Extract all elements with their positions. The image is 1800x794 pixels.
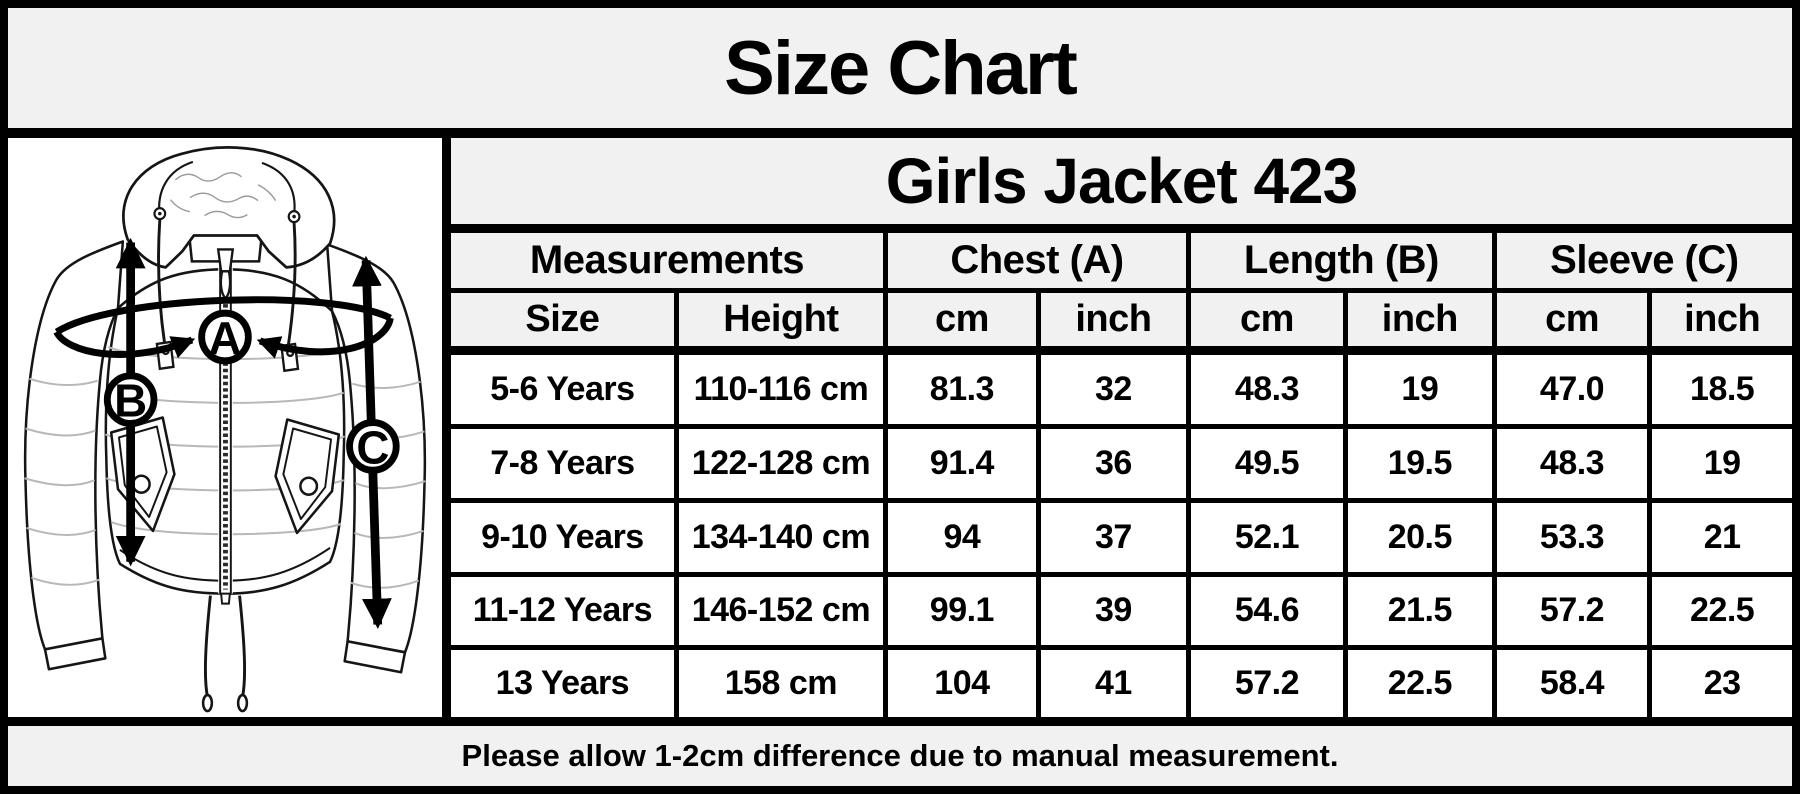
cell-chest-cm: 91.4 [882,424,1041,503]
cell-chest-cm: 81.3 [882,347,1041,430]
cell-height: 146-152 cm [673,571,888,651]
main-area: A B C Girls Jacket 423 [8,138,1792,717]
product-title: Girls Jacket 423 [451,138,1792,233]
cell-sleeve-cm: 58.4 [1491,645,1653,717]
cell-size: 13 Years [451,645,679,717]
arrow-chest-a-left [53,330,196,359]
arrow-chest-a-right [256,317,394,359]
table-row: 11-12 Years 146-152 cm 99.1 39 54.6 21.5… [451,571,1792,651]
cell-sleeve-cm: 48.3 [1491,424,1653,503]
cell-sleeve-cm: 47.0 [1491,347,1653,430]
cell-sleeve-inch: 21 [1647,497,1792,577]
cell-size: 9-10 Years [451,497,679,577]
hood-texture [169,172,277,219]
cell-length-inch: 21.5 [1342,571,1497,651]
measure-label-b: B [114,374,147,427]
chart-title: Size Chart [724,25,1078,111]
measure-label-c: C [356,421,389,474]
cell-chest-cm: 94 [882,497,1041,577]
measurement-note-bar: Please allow 1-2cm difference due to man… [8,717,1792,786]
col-length-cm: cm [1186,287,1348,355]
cell-sleeve-inch: 23 [1647,645,1792,717]
header-chest: Chest (A) [882,225,1192,293]
cell-length-cm: 49.5 [1186,424,1348,503]
jacket-diagram: A B C [23,146,427,713]
cell-chest-cm: 99.1 [882,571,1041,651]
cell-length-cm: 57.2 [1186,645,1348,717]
col-sleeve-cm: cm [1491,287,1653,355]
cell-sleeve-cm: 57.2 [1491,571,1653,651]
measure-badge-c [346,419,400,474]
cell-length-cm: 54.6 [1186,571,1348,651]
col-sleeve-inch: inch [1647,287,1792,355]
cell-height: 158 cm [673,645,888,717]
jacket-hood [122,146,336,269]
cell-length-inch: 19.5 [1342,424,1497,503]
hem-drawcords [201,595,249,713]
cell-height: 122-128 cm [673,424,888,503]
jacket-illustration-cell: A B C [8,138,451,717]
cell-chest-cm: 104 [882,645,1041,717]
arrow-chest-a-back [54,296,392,335]
measurement-note: Please allow 1-2cm difference due to man… [461,738,1339,773]
cell-chest-inch: 39 [1035,571,1192,651]
cell-size: 11-12 Years [451,571,679,651]
measure-badge-a [198,309,252,365]
size-table: Girls Jacket 423 Measurements Chest (A) … [451,138,1792,717]
cell-height: 134-140 cm [673,497,888,577]
cell-chest-inch: 37 [1035,497,1192,577]
header-length: Length (B) [1186,225,1497,293]
cell-length-cm: 52.1 [1186,497,1348,577]
measure-badges: A B C [103,309,400,474]
table-row: 13 Years 158 cm 104 41 57.2 22.5 58.4 23 [451,645,1792,717]
col-length-inch: inch [1342,287,1497,355]
header-measurements: Measurements [451,225,888,293]
cell-sleeve-inch: 19 [1647,424,1792,503]
cell-length-inch: 19 [1342,347,1497,430]
cell-height: 110-116 cm [673,347,888,430]
cell-length-cm: 48.3 [1186,347,1348,430]
table-row: 7-8 Years 122-128 cm 91.4 36 49.5 19.5 4… [451,424,1792,503]
measure-badge-b [103,372,158,428]
col-chest-inch: inch [1035,287,1192,355]
cell-size: 7-8 Years [451,424,679,503]
cell-sleeve-inch: 22.5 [1647,571,1792,651]
cell-length-inch: 20.5 [1342,497,1497,577]
cell-chest-inch: 36 [1035,424,1192,503]
chart-title-banner: Size Chart [8,8,1792,138]
size-table-area: Girls Jacket 423 Measurements Chest (A) … [451,138,1792,717]
table-row: 9-10 Years 134-140 cm 94 37 52.1 20.5 53… [451,497,1792,577]
col-size: Size [451,287,679,355]
cell-chest-inch: 32 [1035,347,1192,430]
cell-sleeve-inch: 18.5 [1647,347,1792,430]
header-sleeve: Sleeve (C) [1491,225,1792,293]
measure-label-a: A [208,311,241,364]
cell-size: 5-6 Years [451,347,679,430]
col-chest-cm: cm [882,287,1041,355]
col-height: Height [673,287,888,355]
cell-chest-inch: 41 [1035,645,1192,717]
cell-sleeve-cm: 53.3 [1491,497,1653,577]
table-row: 5-6 Years 110-116 cm 81.3 32 48.3 19 47.… [451,347,1792,430]
cell-length-inch: 22.5 [1342,645,1497,717]
